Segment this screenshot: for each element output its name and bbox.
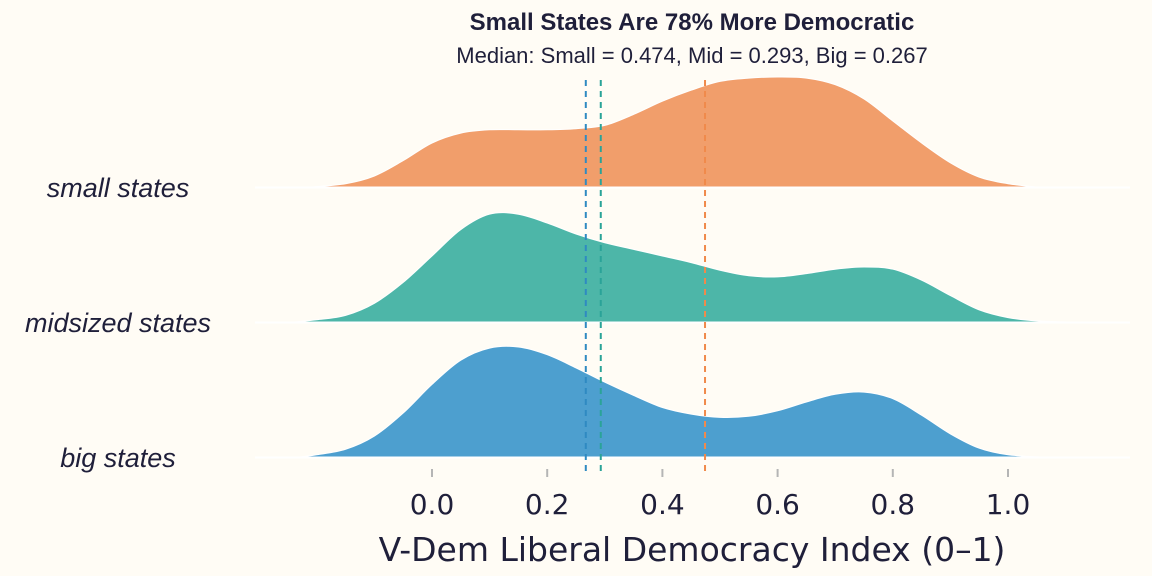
x-tick-label: 1.0 xyxy=(986,488,1031,521)
row-labels: small states midsized states big states xyxy=(25,173,211,473)
x-axis: 0.0 0.2 0.4 0.6 0.8 1.0 xyxy=(410,469,1031,521)
chart-subtitle: Median: Small = 0.474, Mid = 0.293, Big … xyxy=(456,43,927,68)
row-label-big-states: big states xyxy=(60,443,176,473)
ridge-midsized-states xyxy=(293,212,1072,323)
x-tick-label: 0.0 xyxy=(410,488,455,521)
x-tick-label: 0.4 xyxy=(640,488,685,521)
ridge-small-states xyxy=(310,76,1037,188)
row-label-midsized-states: midsized states xyxy=(25,308,211,338)
x-axis-label: V-Dem Liberal Democracy Index (0–1) xyxy=(379,530,1006,569)
x-tick-label: 0.6 xyxy=(755,488,800,521)
chart-title: Small States Are 78% More Democratic xyxy=(470,9,915,36)
ridges-layer xyxy=(255,76,1130,459)
x-tick-label: 0.2 xyxy=(525,488,570,521)
x-tick-label: 0.8 xyxy=(871,488,916,521)
row-label-small-states: small states xyxy=(47,173,190,203)
ridge-big-states xyxy=(299,345,1043,458)
